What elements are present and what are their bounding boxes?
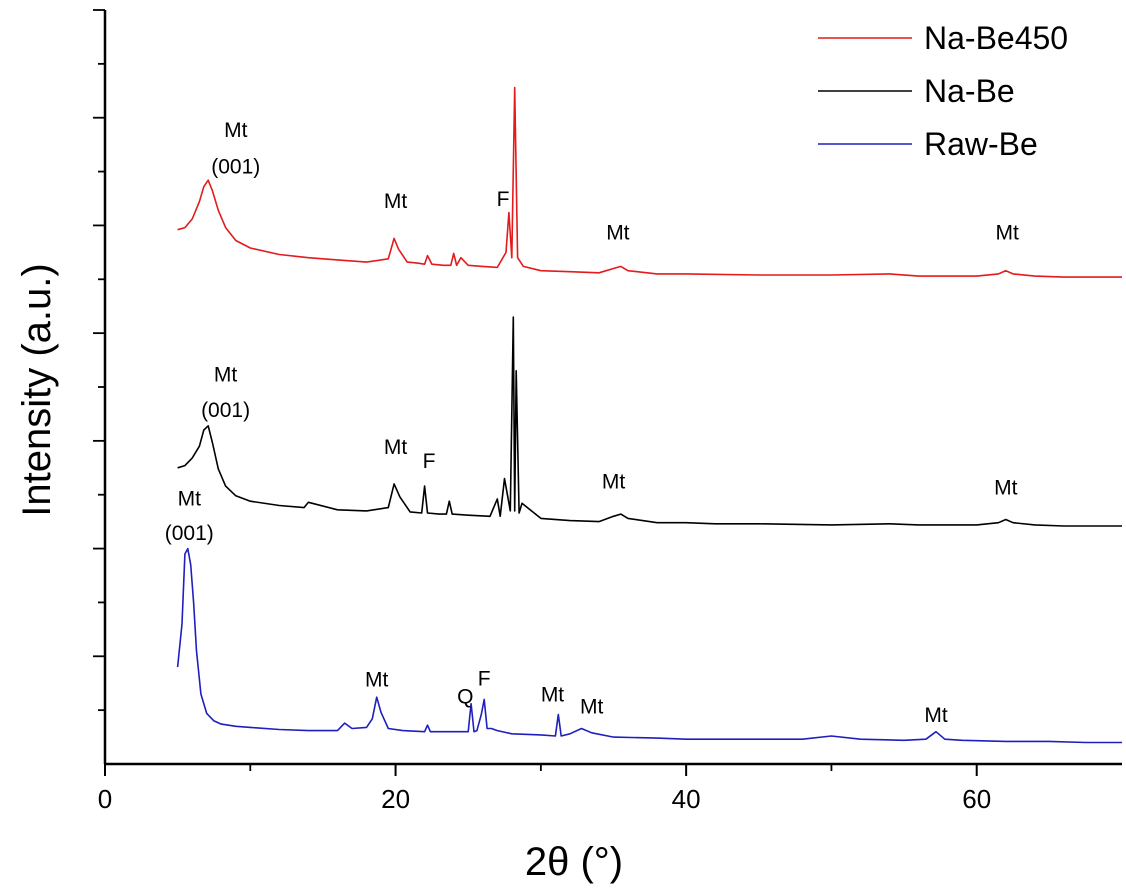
peak-annotation: Mt: [994, 477, 1017, 500]
series-line-na-be: [177, 316, 1122, 527]
peak-annotation: Mt: [924, 704, 947, 727]
peak-annotation: (001): [165, 522, 214, 545]
legend: Na-Be450 Na-Be Raw-Be: [818, 20, 1068, 162]
peak-annotation: Mt: [224, 119, 247, 142]
peak-annotation: F: [478, 667, 491, 690]
y-ticks: [93, 9, 105, 712]
legend-label: Na-Be450: [924, 20, 1068, 56]
peak-annotation: Mt: [606, 221, 629, 244]
peak-annotation: F: [497, 188, 510, 211]
x-tick-label: 20: [381, 784, 410, 814]
peak-annotation: Mt: [541, 684, 564, 707]
series-line-raw-be: [176, 547, 1122, 744]
peak-annotation: Mt: [580, 695, 603, 718]
x-tick-label: 40: [672, 784, 701, 814]
peak-annotation: Mt: [996, 221, 1019, 244]
legend-label: Na-Be: [924, 73, 1015, 109]
x-tick-label: 60: [962, 784, 991, 814]
plot-frame: [103, 10, 1122, 766]
series-layer: [176, 86, 1122, 744]
x-tick-label: 0: [98, 784, 112, 814]
peak-annotation: Mt: [214, 364, 237, 387]
peak-annotation: Mt: [602, 470, 625, 493]
peak-annotation: Q: [457, 686, 473, 709]
peak-annotation: (001): [211, 156, 260, 179]
y-axis-title: Intensity (a.u.): [15, 263, 59, 516]
series-line-na-be450: [177, 86, 1122, 278]
peak-annotation: Mt: [178, 487, 201, 510]
peak-annotation: (001): [201, 399, 250, 422]
peak-annotation: Mt: [384, 190, 407, 213]
peak-annotation: F: [423, 450, 436, 473]
peak-annotation: Mt: [365, 668, 388, 691]
legend-label: Raw-Be: [924, 126, 1038, 162]
peak-annotation: Mt: [384, 436, 407, 459]
x-axis-title: 2θ (°): [525, 840, 623, 884]
x-ticks: 0 20 40 60: [98, 764, 991, 814]
